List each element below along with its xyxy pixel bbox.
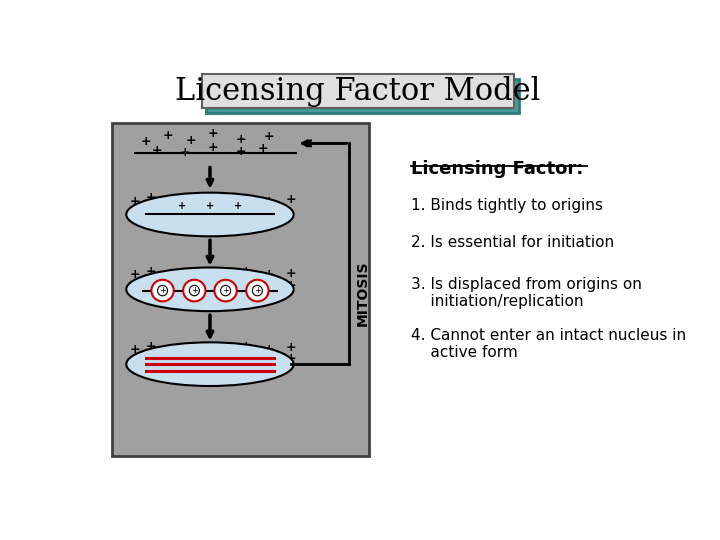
FancyBboxPatch shape <box>206 78 518 113</box>
Text: +: + <box>146 191 157 204</box>
Text: +: + <box>219 267 229 280</box>
Text: +: + <box>130 352 140 365</box>
Text: +: + <box>140 135 151 148</box>
Text: +: + <box>191 192 202 205</box>
Ellipse shape <box>246 280 269 301</box>
Text: +: + <box>207 141 218 154</box>
Text: +: + <box>206 201 214 211</box>
Text: +: + <box>234 201 242 211</box>
Text: +: + <box>286 341 296 354</box>
Text: +: + <box>159 286 166 295</box>
Ellipse shape <box>126 193 294 237</box>
Text: +: + <box>178 201 186 211</box>
Text: 1. Binds tightly to origins: 1. Binds tightly to origins <box>411 198 603 213</box>
Text: +: + <box>286 279 296 292</box>
Text: +: + <box>235 133 246 146</box>
Text: +: + <box>130 343 140 356</box>
Text: +: + <box>152 144 162 157</box>
Text: +: + <box>135 205 145 218</box>
Text: +: + <box>235 145 246 158</box>
Text: +: + <box>163 129 174 142</box>
Ellipse shape <box>215 280 237 301</box>
Text: MITOSIS: MITOSIS <box>355 261 369 326</box>
Text: Licensing Factor:: Licensing Factor: <box>411 160 583 178</box>
Text: +: + <box>168 193 179 206</box>
Text: +: + <box>185 134 196 147</box>
Text: +: + <box>264 130 274 143</box>
Text: +: + <box>168 267 179 280</box>
Text: +: + <box>146 265 157 278</box>
Text: +: + <box>191 340 202 353</box>
Ellipse shape <box>126 342 294 386</box>
Text: +: + <box>191 286 198 295</box>
Text: +: + <box>258 143 269 156</box>
Ellipse shape <box>151 280 174 301</box>
Text: +: + <box>207 127 218 140</box>
Text: +: + <box>286 352 296 365</box>
Text: 4. Cannot enter an intact nucleus in
    active form: 4. Cannot enter an intact nucleus in act… <box>411 328 686 360</box>
Text: +: + <box>241 192 251 205</box>
Text: +: + <box>286 193 296 206</box>
Text: +: + <box>264 268 274 281</box>
Text: +: + <box>241 340 251 353</box>
Text: +: + <box>254 286 261 295</box>
Text: +: + <box>241 265 251 278</box>
Text: Licensing Factor Model: Licensing Factor Model <box>175 76 541 107</box>
Text: +: + <box>286 267 296 280</box>
Text: +: + <box>146 340 157 353</box>
Text: +: + <box>219 193 229 206</box>
Bar <box>112 123 369 456</box>
Text: +: + <box>130 195 140 208</box>
Text: +: + <box>191 265 202 278</box>
Ellipse shape <box>183 280 205 301</box>
Text: 2. Is essential for initiation: 2. Is essential for initiation <box>411 235 614 250</box>
Text: +: + <box>264 343 274 356</box>
FancyBboxPatch shape <box>202 75 514 109</box>
Text: +: + <box>130 279 140 292</box>
Text: +: + <box>179 146 190 159</box>
Ellipse shape <box>126 267 294 311</box>
Text: +: + <box>219 342 229 355</box>
Text: +: + <box>130 268 140 281</box>
Text: +: + <box>264 195 274 208</box>
Text: 3. Is displaced from origins on
    initiation/replication: 3. Is displaced from origins on initiati… <box>411 277 642 309</box>
Text: +: + <box>168 342 179 355</box>
Text: +: + <box>222 286 229 295</box>
Text: +: + <box>280 205 291 218</box>
